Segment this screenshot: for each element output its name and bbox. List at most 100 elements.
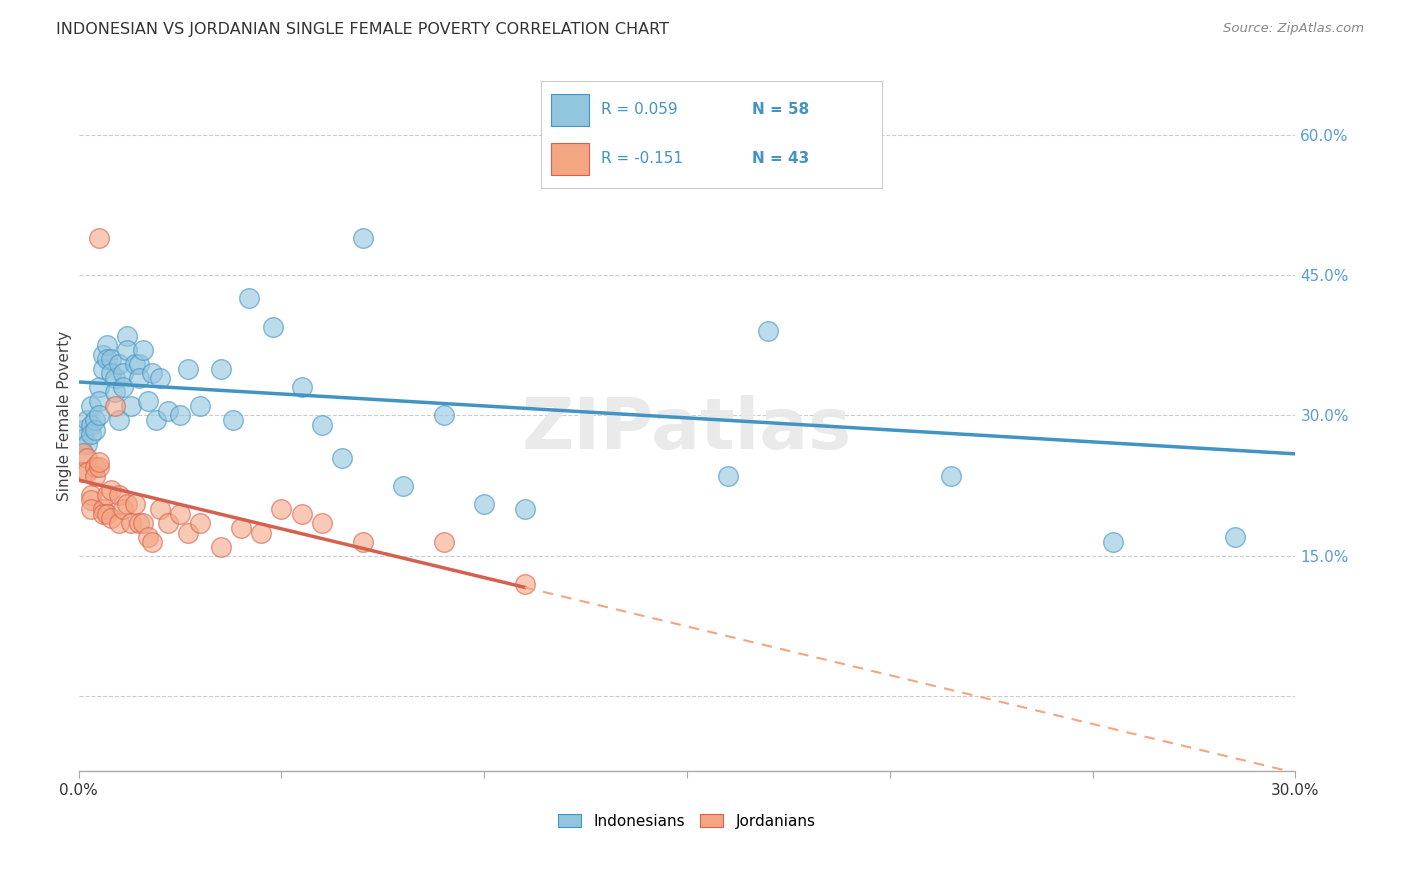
Legend: Indonesians, Jordanians: Indonesians, Jordanians [553,807,821,835]
Point [80,492,103,507]
Point [96,488,118,502]
Point [149,502,172,516]
Point [80,417,103,432]
Point [83,423,105,437]
Point [352,230,374,244]
Point [136,530,159,544]
Point [83,413,105,427]
Point [124,498,146,512]
Point [80,427,103,442]
Point [676,161,699,175]
Point [91,507,114,521]
Y-axis label: Single Female Poverty: Single Female Poverty [58,330,72,500]
Point [108,488,131,502]
Point [100,367,122,381]
Point [128,357,150,371]
Point [149,371,172,385]
Point [87,455,110,469]
Point [156,516,179,531]
Point [145,413,167,427]
Point [104,399,127,413]
Point [120,516,142,531]
Point [83,460,105,475]
Point [238,292,260,306]
Point [72,446,94,460]
Point [91,361,114,376]
Point [141,535,163,549]
Point [117,498,139,512]
Point [177,525,200,540]
Point [188,516,211,531]
Point [132,516,155,531]
Point [169,409,191,423]
Point [76,465,98,479]
Point [117,343,139,357]
Point [311,516,333,531]
Point [1102,535,1125,549]
Point [352,535,374,549]
Point [433,535,456,549]
Point [270,502,292,516]
Point [108,357,131,371]
Point [392,479,415,493]
Point [141,367,163,381]
Point [83,469,105,483]
Point [117,329,139,343]
Point [169,507,191,521]
Point [554,146,576,161]
Point [80,502,103,516]
Point [104,371,127,385]
Point [76,436,98,450]
Point [291,507,314,521]
Point [108,413,131,427]
Point [72,432,94,446]
Point [513,577,536,591]
Point [87,409,110,423]
Point [72,465,94,479]
Point [291,380,314,394]
Point [229,521,252,535]
Point [80,488,103,502]
Point [128,371,150,385]
Point [87,394,110,409]
Text: ZIPatlas: ZIPatlas [522,395,852,464]
Point [100,511,122,525]
Point [250,525,273,540]
Point [209,361,232,376]
Point [87,230,110,244]
Point [96,352,118,367]
Point [939,469,962,483]
Point [96,507,118,521]
Point [156,404,179,418]
Point [96,338,118,352]
Point [209,540,232,554]
Point [72,423,94,437]
Point [756,324,779,338]
Point [80,399,103,413]
Point [112,367,135,381]
Point [472,498,495,512]
Text: INDONESIAN VS JORDANIAN SINGLE FEMALE POVERTY CORRELATION CHART: INDONESIAN VS JORDANIAN SINGLE FEMALE PO… [56,22,669,37]
Point [330,450,353,465]
Point [100,483,122,498]
Point [112,502,135,516]
Point [433,409,456,423]
Point [87,380,110,394]
Point [76,450,98,465]
Point [120,399,142,413]
Point [188,399,211,413]
Point [124,357,146,371]
Point [177,361,200,376]
Point [108,516,131,531]
Point [136,394,159,409]
Point [91,502,114,516]
Text: Source: ZipAtlas.com: Source: ZipAtlas.com [1223,22,1364,36]
Point [132,343,155,357]
Point [1223,530,1246,544]
Point [91,348,114,362]
Point [128,516,150,531]
Point [87,460,110,475]
Point [262,319,284,334]
Point [100,352,122,367]
Point [112,380,135,394]
